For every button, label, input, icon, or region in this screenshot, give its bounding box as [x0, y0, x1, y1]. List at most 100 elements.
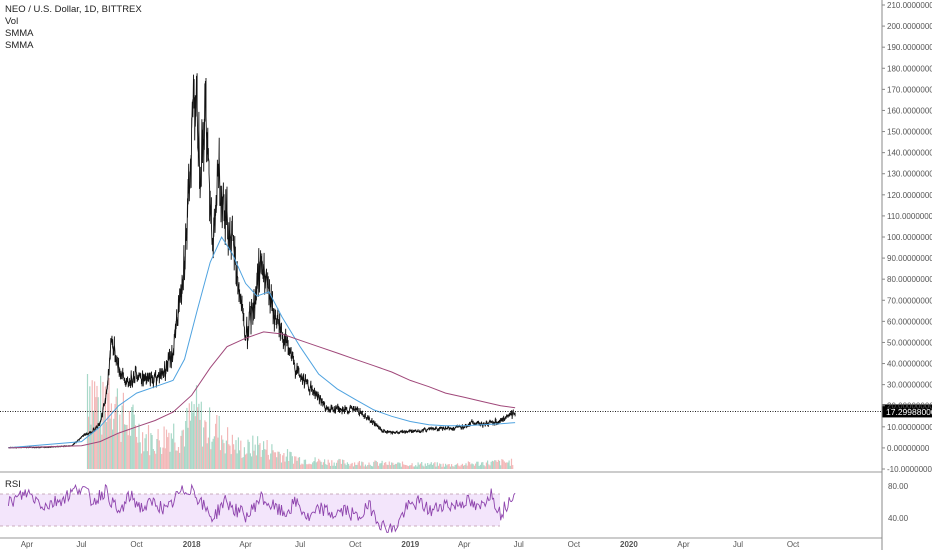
- volume-bar: [153, 450, 156, 469]
- volume-bar: [108, 378, 110, 469]
- volume-bar: [231, 434, 233, 469]
- time-tick-label: Jul: [514, 540, 524, 549]
- volume-bar: [159, 447, 162, 469]
- volume-bar: [193, 404, 195, 469]
- volume-bar: [233, 444, 235, 469]
- volume-bar: [224, 453, 226, 469]
- volume-bar: [389, 465, 392, 469]
- volume-bar: [221, 435, 223, 469]
- volume-bar: [434, 462, 436, 469]
- volume-bar: [98, 427, 100, 469]
- volume-bar: [217, 437, 219, 469]
- volume-bar: [369, 464, 371, 469]
- volume-bar: [89, 386, 91, 469]
- volume-bar: [246, 453, 248, 469]
- volume-bar: [508, 460, 510, 469]
- volume-bar: [210, 449, 212, 469]
- price-tick-label: 120.00000000: [887, 191, 932, 200]
- volume-bar: [399, 463, 401, 469]
- volume-bar: [195, 385, 198, 469]
- volume-bar: [437, 465, 440, 469]
- volume-bar: [361, 461, 363, 469]
- volume-bar: [349, 465, 351, 469]
- volume-bar: [241, 457, 243, 469]
- rsi-pane: [0, 483, 516, 533]
- volume-bar: [179, 452, 181, 469]
- volume-bar: [337, 460, 339, 469]
- volume-bar: [286, 449, 289, 469]
- volume-bar: [200, 401, 202, 469]
- volume-bar: [255, 455, 257, 469]
- volume-bar: [395, 463, 398, 469]
- volume-bar: [410, 465, 412, 469]
- volume-bar: [92, 410, 94, 469]
- volume-bar: [133, 414, 135, 469]
- volume-bar: [475, 463, 477, 469]
- volume-bar: [205, 421, 207, 469]
- volume-bar: [363, 466, 365, 469]
- time-axis[interactable]: Apr Jul Oct 2018 Apr Jul Oct 2019 Apr Jul Oct 2020 A…: [21, 540, 800, 549]
- volume-bar: [284, 461, 286, 469]
- volume-bar: [417, 462, 419, 469]
- volume-bar: [448, 464, 450, 469]
- time-tick-label: Oct: [130, 540, 143, 549]
- volume-bar: [463, 465, 465, 469]
- volume-bar: [479, 464, 481, 469]
- volume-bar: [368, 462, 370, 469]
- volume-bar: [457, 463, 459, 469]
- volume-bar: [112, 429, 114, 469]
- price-tick-label: 90.00000000: [887, 254, 932, 263]
- volume-bar: [491, 460, 493, 469]
- volume-bar: [263, 441, 265, 469]
- volume-bar: [342, 459, 344, 469]
- volume-bar: [307, 464, 309, 469]
- volume-bar: [86, 374, 89, 469]
- volume-bar: [118, 433, 120, 469]
- volume-bar: [158, 440, 160, 469]
- volume-bar: [350, 463, 352, 469]
- volume-bar: [498, 460, 501, 469]
- volume-bar: [302, 464, 304, 469]
- volume-bar: [370, 465, 372, 469]
- volume-bar: [167, 437, 169, 469]
- volume-bar: [362, 462, 364, 469]
- volume-bar: [494, 460, 496, 469]
- volume-bar: [315, 462, 317, 469]
- volume-bar: [144, 438, 146, 469]
- price-tick-label: 150.00000000: [887, 128, 932, 137]
- volume-bar: [249, 453, 251, 469]
- volume-bar: [274, 452, 277, 469]
- volume-bar: [289, 451, 291, 469]
- volume-bar: [268, 459, 271, 469]
- volume-bar: [413, 466, 416, 469]
- volume-bar: [223, 443, 225, 469]
- price-tick-label: 130.00000000: [887, 170, 932, 179]
- volume-bar: [392, 462, 394, 469]
- volume-bar: [213, 436, 215, 469]
- volume-bar: [487, 460, 489, 469]
- volume-bar: [464, 465, 466, 469]
- volume-bar: [419, 463, 422, 469]
- volume-bar: [394, 463, 396, 469]
- volume-bar: [127, 435, 129, 469]
- volume-bar: [162, 447, 164, 469]
- volume-bar: [471, 463, 473, 469]
- price-axis[interactable]: 210.00000000 200.00000000 190.00000000 180.…: [881, 0, 932, 550]
- volume-bar: [203, 427, 205, 469]
- volume-bar: [170, 433, 172, 469]
- volume-bar: [300, 464, 302, 469]
- volume-bar: [415, 465, 417, 469]
- volume-bar: [400, 466, 402, 469]
- volume-bar: [332, 465, 334, 469]
- volume-bar: [257, 436, 259, 469]
- volume-bar: [339, 459, 341, 469]
- volume-bar: [373, 461, 375, 469]
- price-tick-label: 10.00000000: [887, 423, 932, 432]
- volume-bar: [218, 415, 220, 469]
- volume-bar: [113, 418, 115, 469]
- volume-bar: [155, 453, 157, 469]
- volume-bar: [351, 462, 353, 469]
- volume-bar: [312, 462, 314, 469]
- last-price-tag: [882, 404, 932, 418]
